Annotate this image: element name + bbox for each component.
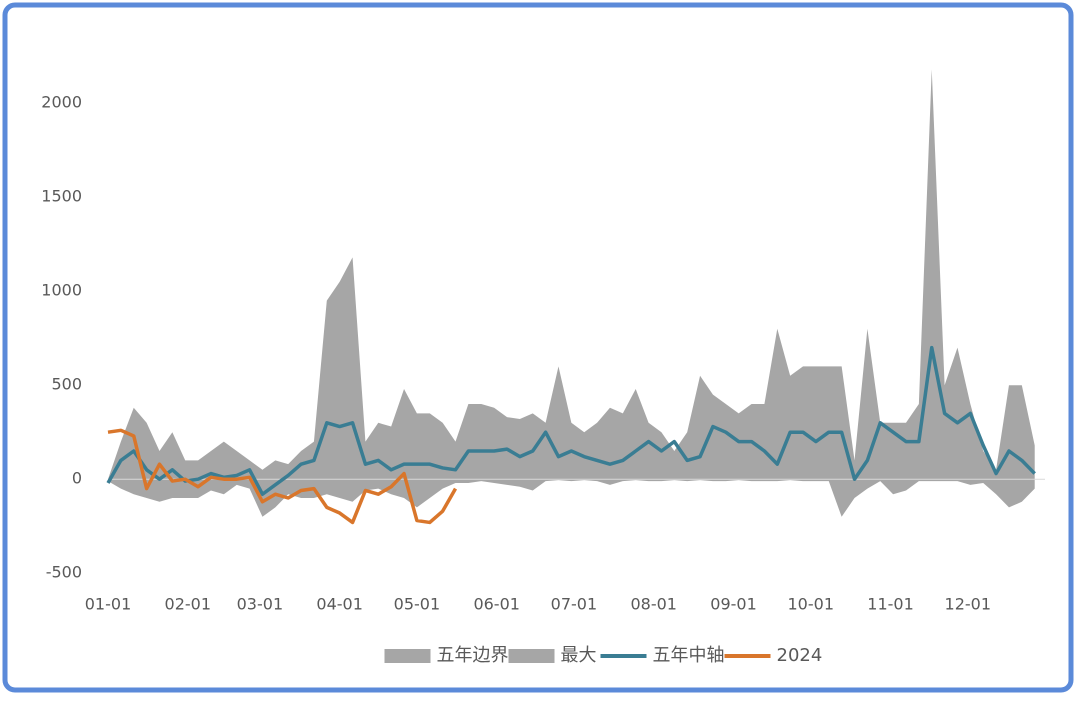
x-tick-label: 04-01 <box>316 595 363 614</box>
y-tick-label: 1500 <box>41 187 82 206</box>
y-tick-label: 1000 <box>41 281 82 300</box>
x-tick-label: 10-01 <box>788 595 835 614</box>
y-tick-label: 0 <box>72 469 82 488</box>
legend-label: 2024 <box>777 645 823 666</box>
line <box>106 345 1036 496</box>
area <box>108 479 1035 517</box>
x-tick-label: 12-01 <box>945 595 992 614</box>
x-tick-label: 06-01 <box>473 595 520 614</box>
legend-swatch <box>508 649 555 663</box>
legend-label: 最大 <box>561 645 597 666</box>
area <box>108 69 1035 480</box>
x-tick-label: 11-01 <box>867 595 914 614</box>
y-tick-label: 500 <box>51 375 82 394</box>
frame <box>2 2 1074 693</box>
legend-swatch <box>384 649 431 663</box>
legend-label: 五年中轴 <box>653 645 725 666</box>
y-tick-label: -500 <box>46 563 82 582</box>
x-tick-label: 01-01 <box>85 595 132 614</box>
x-tick-label: 02-01 <box>165 595 212 614</box>
line <box>107 428 458 525</box>
x-tick-label: 07-01 <box>551 595 598 614</box>
x-tick-label: 08-01 <box>630 595 677 614</box>
y-tick-label: 2000 <box>41 93 82 112</box>
legend-label: 五年边界 <box>437 645 509 666</box>
x-tick-label: 03-01 <box>237 595 284 614</box>
x-tick-label: 05-01 <box>394 595 441 614</box>
x-tick-label: 09-01 <box>710 595 757 614</box>
